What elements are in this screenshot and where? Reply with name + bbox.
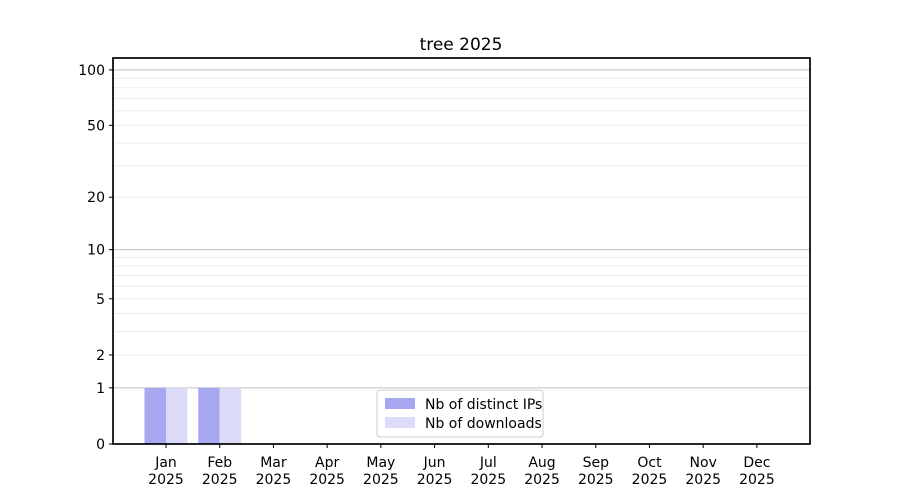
axis-tick-labels: 0125102050100Jan2025Feb2025Mar2025Apr202… xyxy=(78,63,774,488)
y-tick-label: 5 xyxy=(96,292,105,308)
x-tick-label-month: Dec xyxy=(743,455,770,471)
y-tick-label: 100 xyxy=(78,63,105,79)
x-tick-label-month: Aug xyxy=(528,455,555,471)
legend-swatch-downloads xyxy=(385,417,415,428)
x-tick-label-year: 2025 xyxy=(309,472,345,488)
x-tick-label-year: 2025 xyxy=(632,472,668,488)
x-tick-label-month: Apr xyxy=(315,455,339,471)
x-tick-label-month: May xyxy=(366,455,395,471)
bar-downloads-feb xyxy=(219,387,242,444)
legend: Nb of distinct IPs Nb of downloads xyxy=(376,389,544,438)
x-tick-label-year: 2025 xyxy=(524,472,560,488)
x-tick-label-year: 2025 xyxy=(256,472,292,488)
legend-swatch-distinct-ips xyxy=(385,398,415,409)
x-tick-label-month: Jul xyxy=(479,455,497,471)
y-tick-label: 20 xyxy=(87,190,105,206)
x-tick-label-year: 2025 xyxy=(148,472,184,488)
x-tick-label-year: 2025 xyxy=(470,472,506,488)
bar-series xyxy=(144,387,242,444)
y-tick-label: 0 xyxy=(96,437,105,453)
chart-title: tree 2025 xyxy=(420,35,503,55)
major-gridlines xyxy=(113,69,810,389)
x-tick-label-month: Jun xyxy=(423,455,446,471)
x-tick-label-month: Sep xyxy=(583,455,610,471)
x-tick-label-month: Jan xyxy=(154,455,177,471)
plot-frame xyxy=(112,57,811,445)
x-tick-label-year: 2025 xyxy=(578,472,614,488)
x-tick-label-year: 2025 xyxy=(685,472,721,488)
x-tick-label-year: 2025 xyxy=(202,472,238,488)
x-tick-label-year: 2025 xyxy=(363,472,399,488)
x-tick-label-month: Mar xyxy=(260,455,287,471)
x-tick-label-year: 2025 xyxy=(739,472,775,488)
axis-ticks xyxy=(109,69,758,448)
minor-gridlines xyxy=(113,77,810,356)
x-tick-label-month: Feb xyxy=(207,455,232,471)
bar-distinct-ips-feb xyxy=(198,387,220,444)
bar-downloads-jan xyxy=(166,387,188,444)
legend-label-distinct-ips: Nb of distinct IPs xyxy=(425,397,542,413)
y-tick-label: 1 xyxy=(96,381,105,397)
x-tick-label-month: Oct xyxy=(637,455,662,471)
y-tick-label: 2 xyxy=(96,348,105,364)
y-tick-label: 50 xyxy=(87,118,105,134)
legend-label-downloads: Nb of downloads xyxy=(425,416,542,432)
x-tick-label-year: 2025 xyxy=(417,472,453,488)
bar-distinct-ips-jan xyxy=(144,387,166,444)
x-tick-label-month: Nov xyxy=(690,455,717,471)
y-tick-label: 10 xyxy=(87,243,105,259)
legend-box xyxy=(376,389,544,438)
